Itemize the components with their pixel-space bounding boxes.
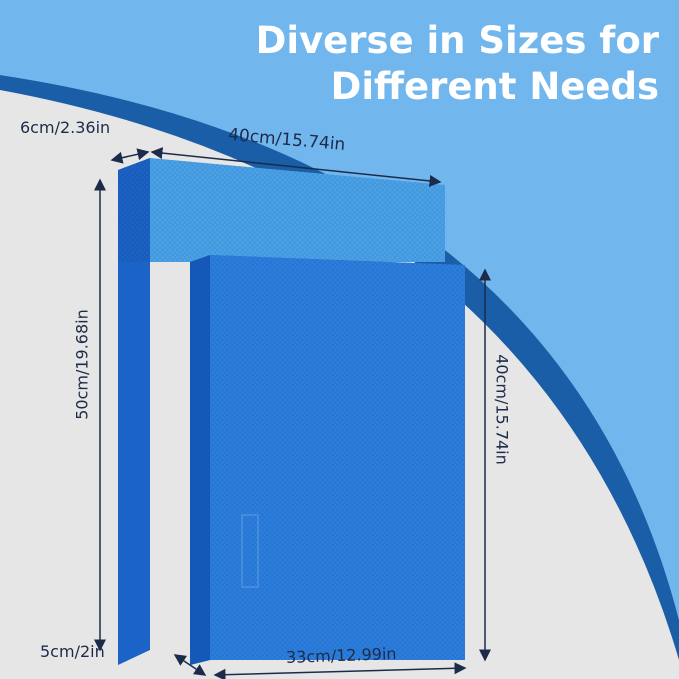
label-small-thickness: 5cm/2in	[40, 642, 105, 661]
heading-line-2: Different Needs	[330, 65, 659, 108]
label-small-width: 33cm/12.99in	[285, 644, 397, 667]
label-large-height: 50cm/19.68in	[72, 309, 92, 420]
heading: Diverse in Sizes for Different Needs	[256, 18, 659, 110]
small-balance-pad	[190, 255, 465, 665]
arrow-large-thickness	[110, 148, 150, 164]
arrow-small-width	[213, 662, 467, 679]
sky-panel	[0, 0, 679, 620]
arrow-large-width	[150, 147, 442, 187]
label-large-thickness: 6cm/2.36in	[20, 118, 111, 137]
heading-line-1: Diverse in Sizes for	[255, 19, 659, 62]
label-small-height: 40cm/15.74in	[492, 354, 512, 465]
arrow-small-thickness	[173, 654, 207, 676]
